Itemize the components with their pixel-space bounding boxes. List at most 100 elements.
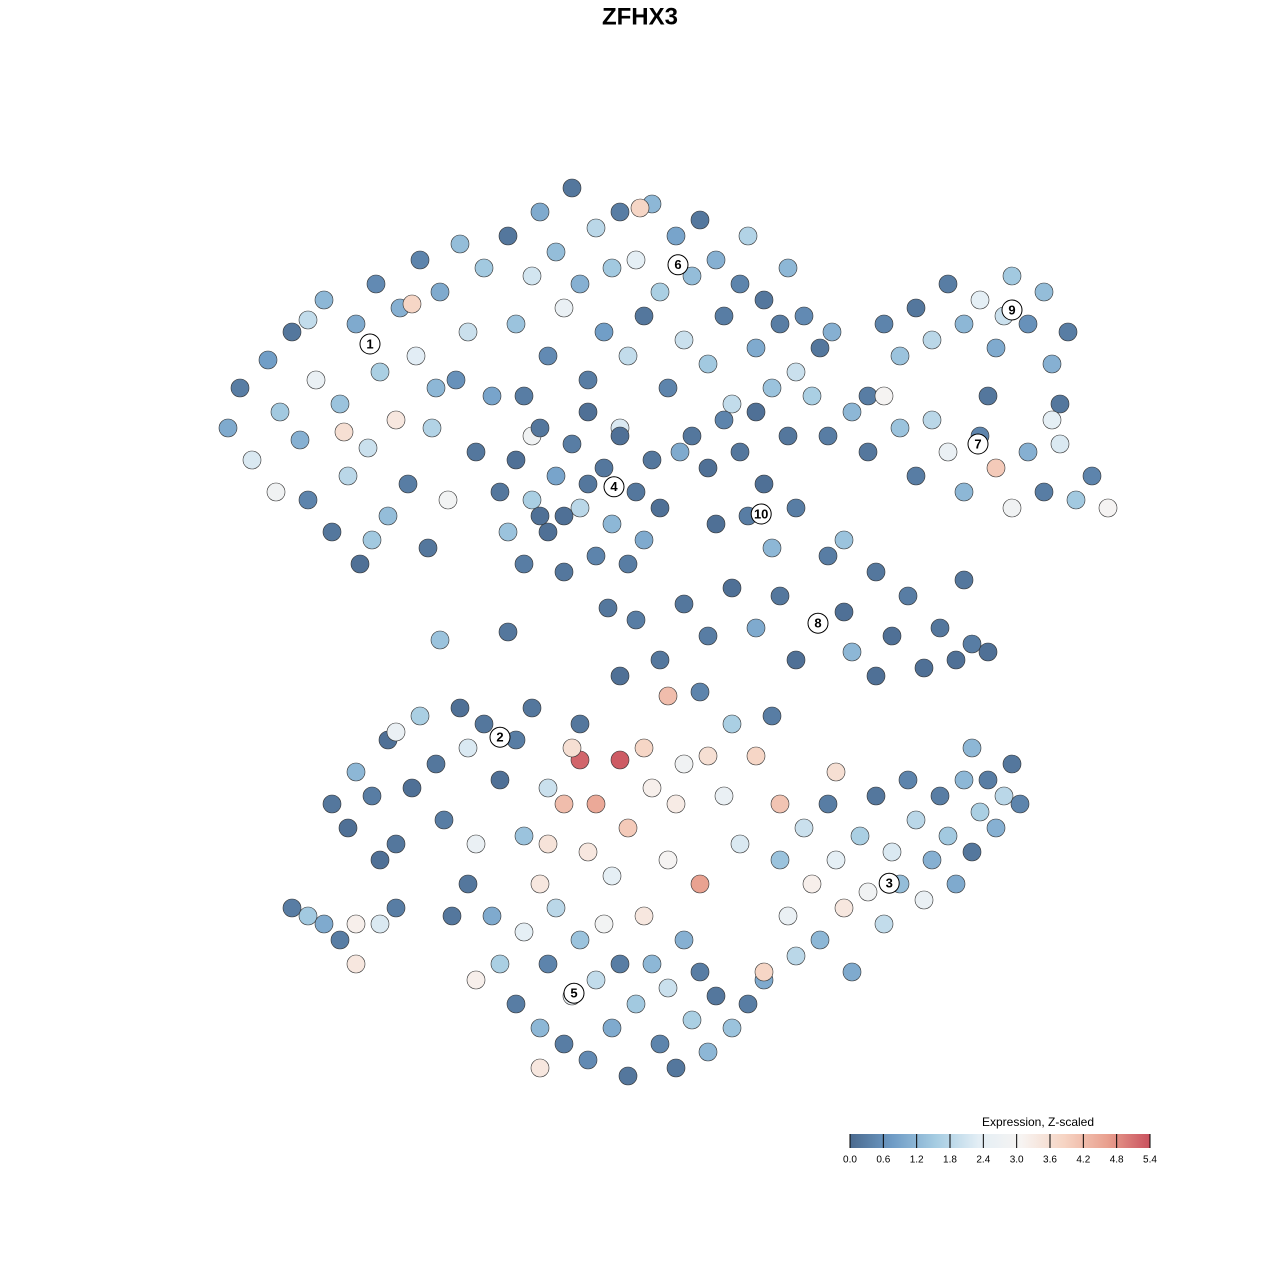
point xyxy=(754,962,774,982)
point xyxy=(826,850,846,870)
point xyxy=(810,338,830,358)
point xyxy=(698,626,718,646)
point xyxy=(722,714,742,734)
point xyxy=(858,882,878,902)
point xyxy=(458,874,478,894)
colorbar-tick-label: 0.6 xyxy=(876,1155,890,1166)
point xyxy=(1042,354,1062,374)
point xyxy=(450,234,470,254)
point xyxy=(442,906,462,926)
point xyxy=(522,490,542,510)
point xyxy=(898,586,918,606)
point xyxy=(602,1018,622,1038)
point xyxy=(746,338,766,358)
point xyxy=(458,322,478,342)
point xyxy=(906,466,926,486)
point xyxy=(698,1042,718,1062)
point xyxy=(562,178,582,198)
point xyxy=(970,290,990,310)
point xyxy=(794,306,814,326)
point xyxy=(906,298,926,318)
point xyxy=(650,282,670,302)
colorbar-tick-label: 4.8 xyxy=(1110,1155,1124,1166)
point xyxy=(986,458,1006,478)
cluster-marker xyxy=(603,476,625,498)
point xyxy=(914,890,934,910)
point xyxy=(610,426,630,446)
point xyxy=(994,786,1014,806)
point xyxy=(466,970,486,990)
point xyxy=(1002,498,1022,518)
point xyxy=(770,586,790,606)
cluster-label: 4 xyxy=(610,479,618,494)
point xyxy=(706,986,726,1006)
point xyxy=(282,898,302,918)
point xyxy=(546,242,566,262)
point xyxy=(570,498,590,518)
point xyxy=(554,298,574,318)
point xyxy=(770,850,790,870)
point xyxy=(946,650,966,670)
point xyxy=(842,642,862,662)
point xyxy=(586,794,606,814)
point xyxy=(1018,314,1038,334)
point xyxy=(722,1018,742,1038)
point xyxy=(794,818,814,838)
cluster-marker xyxy=(878,872,900,894)
point xyxy=(954,770,974,790)
point xyxy=(730,834,750,854)
point xyxy=(610,750,630,770)
colorbar-tick-label: 1.2 xyxy=(910,1155,924,1166)
point xyxy=(670,442,690,462)
cluster-marker xyxy=(489,726,511,748)
point xyxy=(690,210,710,230)
point xyxy=(730,274,750,294)
point xyxy=(626,250,646,270)
point xyxy=(722,394,742,414)
point xyxy=(498,622,518,642)
point xyxy=(554,506,574,526)
point xyxy=(630,198,650,218)
colorbar-tick-label: 4.2 xyxy=(1076,1155,1090,1166)
point xyxy=(834,898,854,918)
point xyxy=(378,506,398,526)
point xyxy=(658,378,678,398)
point xyxy=(746,402,766,422)
point xyxy=(770,314,790,334)
point xyxy=(722,578,742,598)
point xyxy=(642,954,662,974)
point xyxy=(682,266,702,286)
point xyxy=(762,706,782,726)
point xyxy=(1098,498,1118,518)
point xyxy=(954,314,974,334)
point xyxy=(810,930,830,950)
colorbar-tick-label: 0.0 xyxy=(843,1155,857,1166)
point xyxy=(530,874,550,894)
point xyxy=(818,426,838,446)
point xyxy=(786,650,806,670)
point xyxy=(698,746,718,766)
point xyxy=(490,954,510,974)
point xyxy=(858,386,878,406)
point xyxy=(714,306,734,326)
point xyxy=(578,1050,598,1070)
point xyxy=(386,722,406,742)
point xyxy=(906,810,926,830)
point xyxy=(570,274,590,294)
point xyxy=(506,314,526,334)
point xyxy=(786,946,806,966)
point xyxy=(434,810,454,830)
point xyxy=(866,786,886,806)
point xyxy=(330,394,350,414)
point xyxy=(546,898,566,918)
point xyxy=(530,506,550,526)
point xyxy=(554,794,574,814)
point xyxy=(786,498,806,518)
point xyxy=(1018,442,1038,462)
point xyxy=(594,458,614,478)
point xyxy=(890,418,910,438)
point xyxy=(1002,754,1022,774)
point xyxy=(358,438,378,458)
point xyxy=(1010,794,1030,814)
colorbar-tick-label: 3.6 xyxy=(1043,1155,1057,1166)
